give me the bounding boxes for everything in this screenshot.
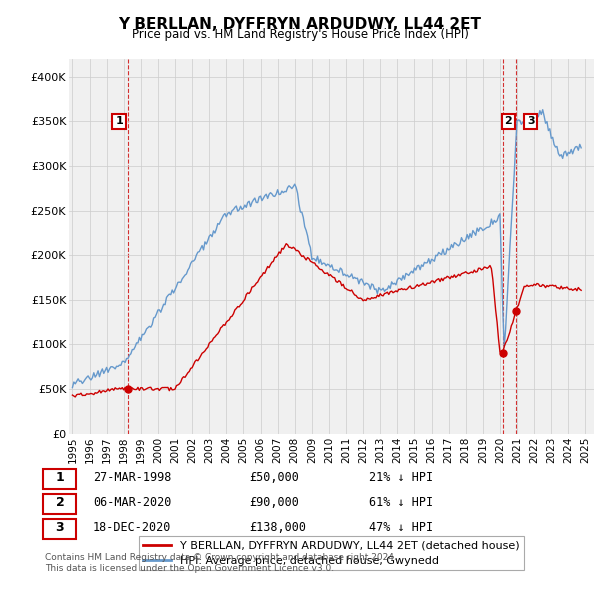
Text: Contains HM Land Registry data © Crown copyright and database right 2024.: Contains HM Land Registry data © Crown c… — [45, 553, 397, 562]
Text: 47% ↓ HPI: 47% ↓ HPI — [369, 521, 433, 534]
Text: This data is licensed under the Open Government Licence v3.0.: This data is licensed under the Open Gov… — [45, 565, 334, 573]
Text: Y BERLLAN, DYFFRYN ARDUDWY, LL44 2ET: Y BERLLAN, DYFFRYN ARDUDWY, LL44 2ET — [119, 17, 482, 31]
Text: £138,000: £138,000 — [249, 521, 306, 534]
Text: 1: 1 — [115, 116, 123, 126]
Text: £90,000: £90,000 — [249, 496, 299, 509]
Text: 3: 3 — [527, 116, 535, 126]
Text: 2: 2 — [504, 116, 512, 126]
Text: 18-DEC-2020: 18-DEC-2020 — [93, 521, 172, 534]
Text: 61% ↓ HPI: 61% ↓ HPI — [369, 496, 433, 509]
Text: 2: 2 — [56, 496, 64, 509]
Text: 06-MAR-2020: 06-MAR-2020 — [93, 496, 172, 509]
Text: Price paid vs. HM Land Registry's House Price Index (HPI): Price paid vs. HM Land Registry's House … — [131, 28, 469, 41]
Text: 1: 1 — [56, 471, 64, 484]
Text: 3: 3 — [56, 521, 64, 534]
Legend: Y BERLLAN, DYFFRYN ARDUDWY, LL44 2ET (detached house), HPI: Average price, detac: Y BERLLAN, DYFFRYN ARDUDWY, LL44 2ET (de… — [139, 536, 524, 571]
Text: 27-MAR-1998: 27-MAR-1998 — [93, 471, 172, 484]
Text: £50,000: £50,000 — [249, 471, 299, 484]
Text: 21% ↓ HPI: 21% ↓ HPI — [369, 471, 433, 484]
